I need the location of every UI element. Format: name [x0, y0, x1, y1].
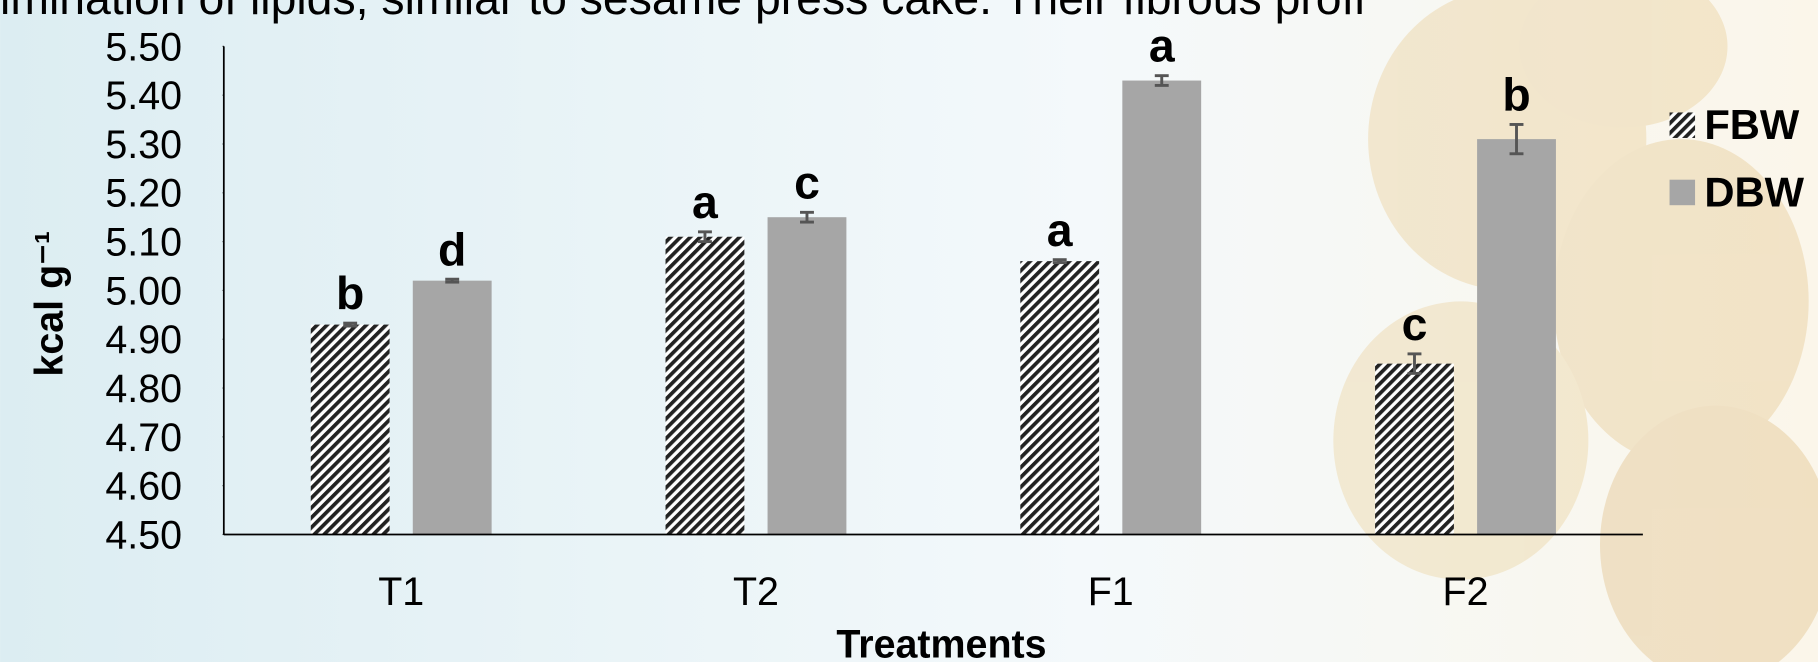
- x-tick-label: T1: [378, 570, 424, 614]
- y-tick-label: 4.90: [105, 318, 182, 362]
- chart: imination of lipids, similar to sesame p…: [0, 0, 1818, 662]
- significance-letter: d: [438, 223, 466, 275]
- page: imination of lipids, similar to sesame p…: [0, 0, 1818, 662]
- y-tick-label: 4.50: [105, 513, 182, 557]
- y-tick-label: 5.20: [105, 172, 182, 216]
- bar: [413, 281, 492, 535]
- y-tick-label: 4.80: [105, 367, 182, 411]
- significance-letter: b: [1502, 69, 1530, 121]
- y-tick-label: 4.70: [105, 416, 182, 460]
- significance-letter: a: [1047, 204, 1074, 256]
- x-tick-label: F1: [1088, 570, 1134, 614]
- legend-swatch: [1670, 112, 1696, 138]
- bar: [1375, 364, 1454, 535]
- y-tick-label: 5.30: [105, 123, 182, 167]
- y-tick-label: 5.00: [105, 269, 182, 313]
- y-tick-label: 5.50: [105, 25, 182, 69]
- x-axis-title: Treatments: [836, 622, 1046, 662]
- bar: [1122, 81, 1201, 535]
- bar: [311, 325, 390, 535]
- y-tick-label: 5.40: [105, 74, 182, 118]
- legend-label: DBW: [1704, 168, 1804, 215]
- bar: [1020, 261, 1099, 534]
- bar: [768, 217, 847, 534]
- significance-letter: c: [1402, 298, 1428, 350]
- y-tick-label: 5.10: [105, 221, 182, 265]
- y-tick-label: 4.60: [105, 465, 182, 509]
- bar: [1477, 139, 1556, 534]
- x-tick-label: F2: [1442, 570, 1488, 614]
- significance-letter: a: [692, 176, 719, 228]
- legend-swatch: [1670, 180, 1696, 206]
- bar: [666, 237, 745, 535]
- significance-letter: c: [794, 156, 820, 208]
- significance-letter: b: [336, 267, 364, 319]
- legend-label: FBW: [1704, 101, 1800, 148]
- y-axis-title: kcal g⁻¹: [28, 231, 72, 377]
- x-tick-label: T2: [733, 570, 779, 614]
- significance-letter: a: [1149, 20, 1176, 72]
